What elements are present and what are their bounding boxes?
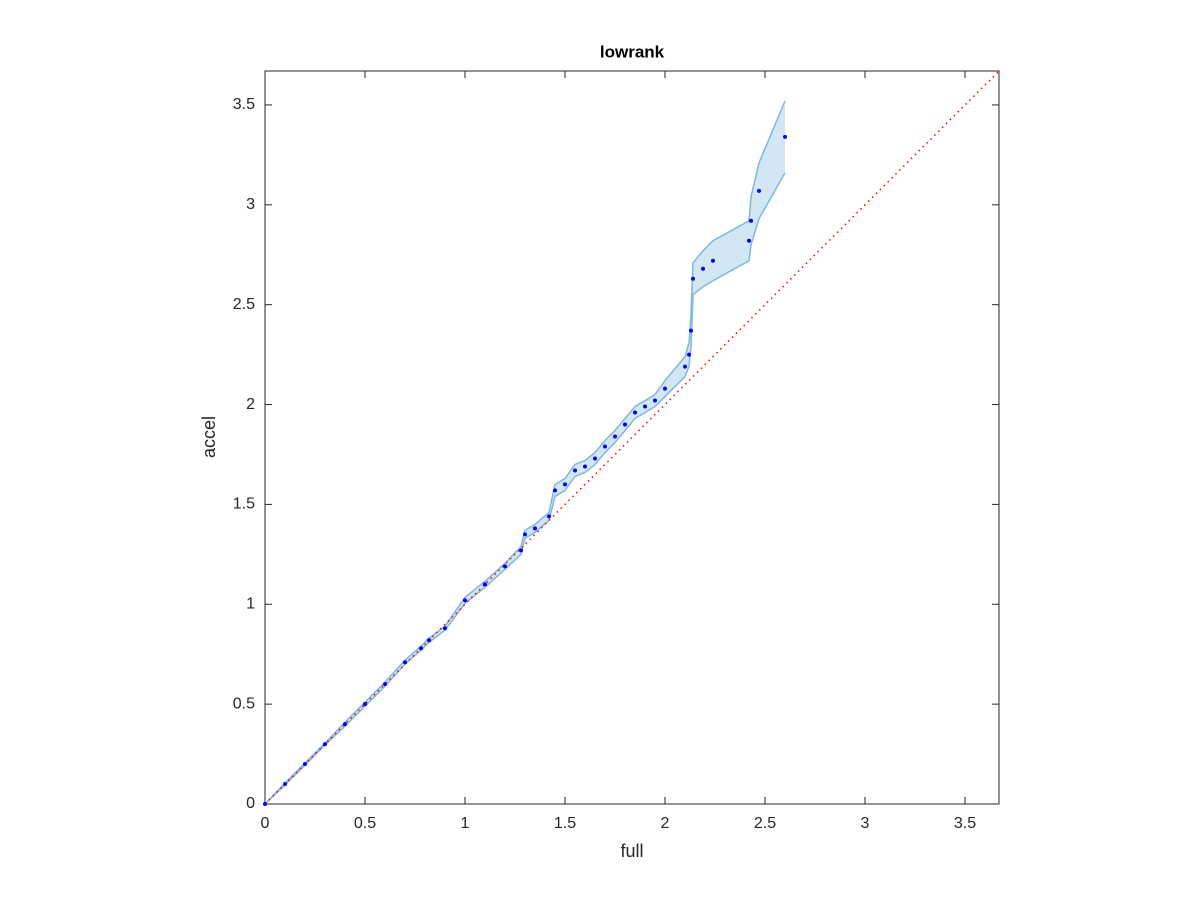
point <box>603 444 607 449</box>
point <box>553 488 557 493</box>
x-tick-label: 2 <box>661 815 670 832</box>
x-tick-label: 2.5 <box>754 815 776 832</box>
point <box>303 762 307 767</box>
y-tick-label: 2.5 <box>233 296 255 313</box>
point <box>633 410 637 415</box>
band-lower <box>264 172 786 805</box>
point <box>747 238 751 243</box>
point <box>419 646 423 651</box>
point <box>683 364 687 369</box>
band-fill <box>265 100 785 805</box>
point <box>593 456 597 461</box>
point <box>343 722 347 727</box>
point <box>533 526 537 531</box>
x-tick-label: 1.5 <box>554 815 576 832</box>
y-tick-label: 3 <box>246 196 255 213</box>
point <box>563 482 567 487</box>
point <box>573 468 577 473</box>
point <box>623 422 627 427</box>
point <box>711 258 715 263</box>
y-axis-label: accel <box>199 416 219 458</box>
point <box>427 638 431 643</box>
x-tick-label: 1 <box>461 815 470 832</box>
point <box>643 404 647 409</box>
point <box>663 386 667 391</box>
reference-line <box>264 70 1000 805</box>
point <box>701 266 705 271</box>
point <box>749 218 753 223</box>
point <box>463 598 467 603</box>
x-tick-label: 0 <box>261 815 270 832</box>
point <box>503 564 507 569</box>
point <box>283 782 287 787</box>
y-tick-label: 0.5 <box>233 695 255 712</box>
y-tick-label: 0 <box>246 795 255 812</box>
point <box>323 742 327 747</box>
y-tick-label: 1 <box>246 595 255 612</box>
x-axis-label: full <box>620 841 643 861</box>
point <box>783 134 787 139</box>
x-tick-label: 0.5 <box>354 815 376 832</box>
chart-title: lowrank <box>600 42 665 61</box>
x-tick-label: 3.5 <box>954 815 976 832</box>
y-tick-label: 1.5 <box>233 496 255 513</box>
y-tick-label: 2 <box>246 396 255 413</box>
point <box>263 802 267 806</box>
point <box>757 188 761 193</box>
point <box>613 434 617 439</box>
point <box>689 328 693 333</box>
point <box>691 276 695 281</box>
point <box>443 626 447 631</box>
point <box>363 702 367 707</box>
point <box>403 660 407 665</box>
y-tick-label: 3.5 <box>233 96 255 113</box>
point <box>383 682 387 687</box>
point <box>687 352 691 357</box>
point <box>519 548 523 553</box>
band-upper <box>264 100 786 805</box>
point <box>483 582 487 587</box>
point <box>523 532 527 537</box>
axes-box <box>264 70 1000 805</box>
x-tick-label: 3 <box>861 815 870 832</box>
point <box>547 514 551 519</box>
point <box>583 464 587 469</box>
point <box>653 398 657 403</box>
